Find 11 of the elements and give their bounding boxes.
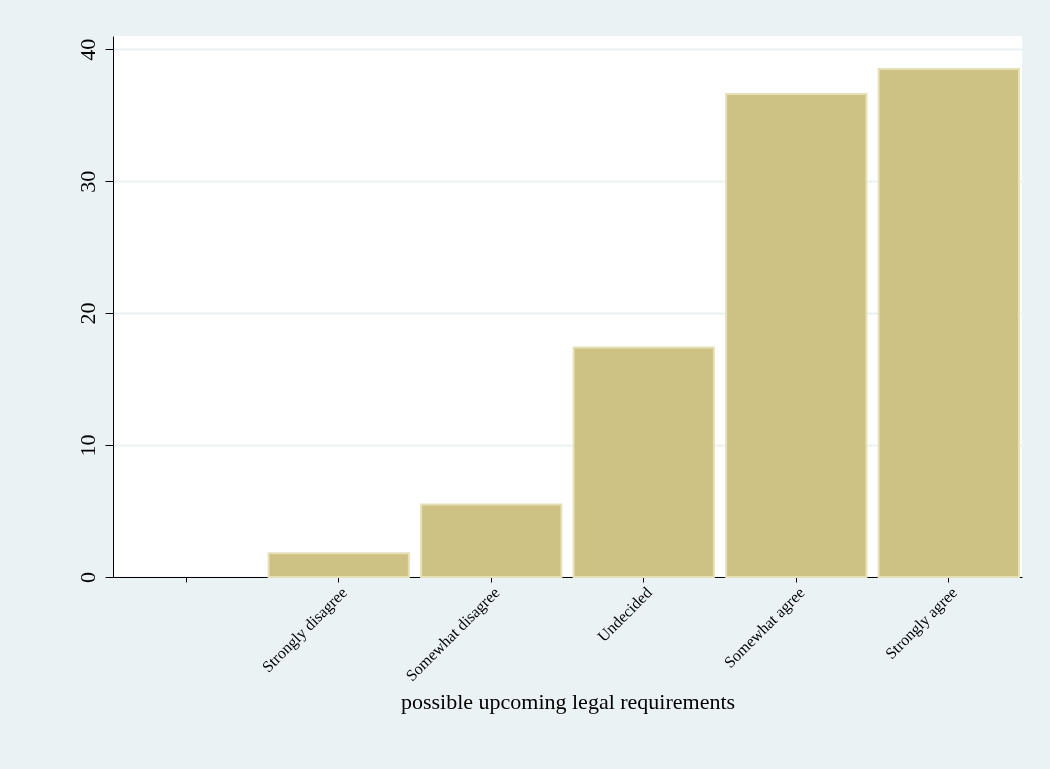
y-tick-label: 30 [74, 170, 100, 193]
y-tick-label: 20 [74, 302, 100, 325]
bar [572, 346, 715, 578]
bar [725, 93, 868, 578]
bar [267, 552, 410, 578]
y-tick-label: 0 [74, 572, 100, 583]
y-tick-label: 40 [74, 38, 100, 61]
bar [420, 503, 563, 578]
x-axis-title: possible upcoming legal requirements [400, 689, 736, 715]
y-tick-label: 10 [74, 434, 100, 457]
bar [877, 67, 1020, 578]
